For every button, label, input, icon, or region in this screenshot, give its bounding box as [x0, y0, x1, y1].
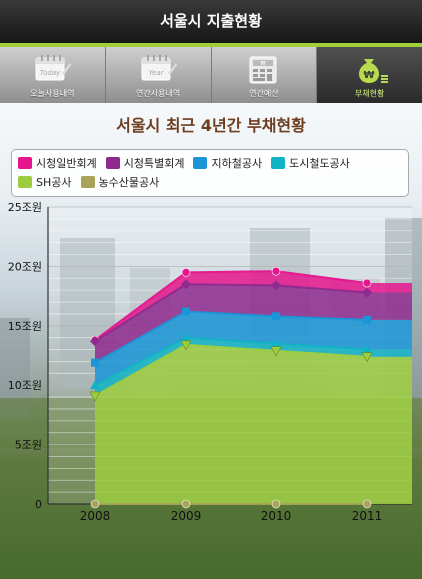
series-line [94, 283, 368, 343]
data-point [271, 266, 281, 276]
y-tick-label: 5조원 [15, 439, 42, 452]
calendar-today-icon: Today [35, 55, 72, 81]
tab-yearly-budget[interactable]: ₩ 연간예산 [212, 47, 318, 103]
tab-label: 연간예산 [249, 89, 279, 98]
legend-label: 지하철공사 [211, 156, 263, 170]
debt-chart-panel: 서울시 최근 4년간 부채현황 시청일반회계 시청특별회계 지하철공사 도시철도… [0, 103, 422, 579]
data-point [89, 391, 101, 402]
x-tick-label: 2011 [352, 509, 383, 523]
legend-item: 시청특별회계 [105, 153, 185, 172]
legend-item: 시청일반회계 [18, 153, 97, 172]
money-bag-icon: ₩ [358, 59, 388, 83]
data-point [180, 340, 192, 351]
data-point [362, 344, 372, 354]
y-tick-label: 15조원 [8, 320, 42, 333]
data-point [271, 338, 281, 348]
legend-swatch [193, 156, 208, 169]
y-tick-label: 10조원 [8, 379, 42, 392]
series-line [94, 343, 368, 397]
series-area [95, 284, 412, 363]
series-area [95, 271, 412, 342]
app-title: 서울시 지출현황 [0, 0, 422, 44]
tab-label: 연간사용내역 [136, 89, 181, 98]
data-point [181, 268, 191, 277]
x-tick-label: 2009 [171, 509, 202, 523]
debt-area-chart: 0 5조원 10조원 15조원 20조원 25조원 2008 2009 2010 2011 [8, 201, 412, 523]
data-point [363, 315, 371, 324]
data-point [271, 280, 281, 291]
tab-label: 오늘사용내역 [30, 89, 75, 98]
series-area [95, 344, 412, 504]
svg-text:₩: ₩ [260, 61, 265, 67]
data-point [182, 307, 190, 316]
series-area [95, 337, 412, 396]
data-point [271, 499, 281, 509]
y-tick-label: 0 [35, 498, 42, 511]
x-tick-label: 2008 [80, 509, 111, 523]
data-point [361, 352, 373, 363]
legend-label: 시청일반회계 [36, 156, 97, 170]
calculator-icon: ₩ [249, 56, 277, 84]
legend-swatch [80, 175, 95, 188]
data-point [362, 278, 372, 288]
x-tick-label: 2010 [261, 509, 292, 523]
legend-swatch [18, 156, 32, 169]
legend-label: 시청특별회계 [123, 156, 185, 170]
chart-title: 서울시 최근 4년간 부채현황 [116, 116, 306, 135]
legend-swatch [18, 175, 32, 188]
tab-today-usage[interactable]: Today 오늘사용내역 [0, 47, 106, 103]
legend-swatch [271, 156, 286, 169]
data-point [181, 499, 191, 509]
tab-label: 부채현황 [354, 89, 385, 98]
data-point [362, 287, 372, 298]
title-accent-bar [0, 43, 422, 47]
series-area [95, 311, 412, 386]
data-point [181, 332, 191, 342]
legend-label: 도시철도공사 [289, 156, 350, 170]
data-point [90, 336, 100, 347]
series-line [94, 336, 368, 387]
tab-bar: Today 오늘사용내역 Year 연간사용내역 ₩ 연간예산 ₩ 부채 [0, 47, 422, 103]
svg-text:Year: Year [149, 69, 165, 77]
legend-item: 도시철도공사 [271, 153, 350, 172]
legend-label: 농수산물공사 [98, 175, 160, 189]
series-line [94, 310, 368, 364]
data-point [270, 346, 282, 357]
data-point [90, 380, 100, 390]
legend-swatch [105, 156, 120, 169]
chart-legend: 시청일반회계 시청특별회계 지하철공사 도시철도공사 SH공사 농수산물공사 [11, 149, 409, 197]
svg-text:Today: Today [40, 69, 61, 77]
legend-item: SH공사 [18, 172, 72, 191]
calendar-year-icon: Year [141, 55, 178, 81]
svg-text:₩: ₩ [363, 70, 374, 81]
y-tick-label: 25조원 [8, 201, 42, 214]
data-point [272, 312, 280, 321]
data-point [91, 358, 99, 367]
legend-item: 농수산물공사 [80, 172, 160, 191]
tab-yearly-usage[interactable]: Year 연간사용내역 [106, 47, 212, 103]
series-line [94, 270, 368, 341]
legend-label: SH공사 [36, 175, 72, 189]
data-point [181, 279, 191, 290]
legend-item: 지하철공사 [193, 153, 262, 172]
data-point [362, 499, 372, 509]
data-point [90, 499, 100, 509]
tab-debt-status[interactable]: ₩ 부채현황 [317, 47, 422, 103]
y-tick-label: 20조원 [8, 260, 42, 273]
